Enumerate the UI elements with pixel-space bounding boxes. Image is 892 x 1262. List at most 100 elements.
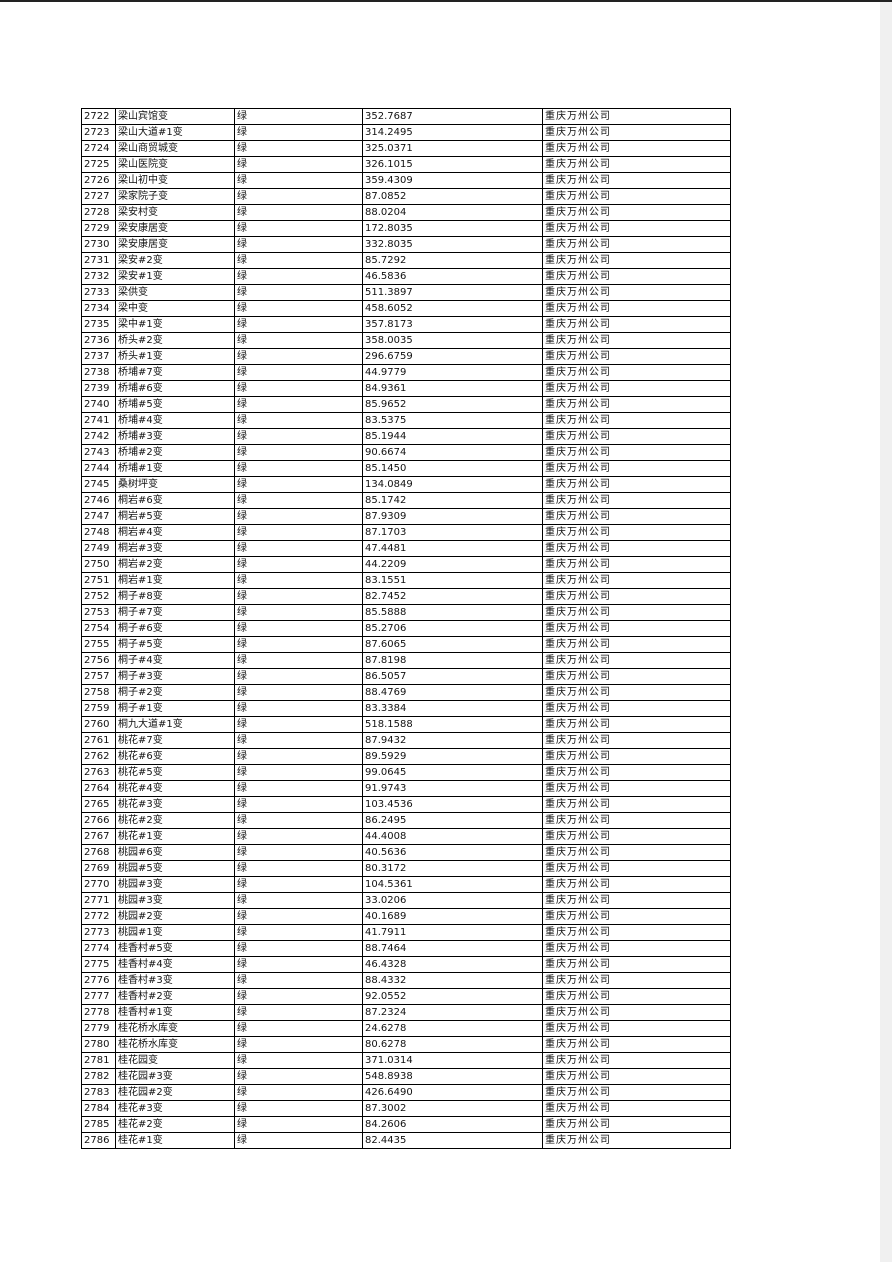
value-cell: 371.0314 [362, 1052, 543, 1069]
status-cell: 绿 [234, 572, 363, 589]
company-cell: 重庆万州公司 [542, 524, 731, 541]
company-cell: 重庆万州公司 [542, 748, 731, 765]
page-top-border [0, 0, 892, 2]
row-number-cell: 2731 [81, 252, 116, 269]
status-cell: 绿 [234, 1004, 363, 1021]
substation-name-cell: 桐子#2变 [115, 684, 235, 701]
substation-name-cell: 桂花园变 [115, 1052, 235, 1069]
substation-name-cell: 桂花#1变 [115, 1132, 235, 1149]
company-cell: 重庆万州公司 [542, 348, 731, 365]
company-cell: 重庆万州公司 [542, 588, 731, 605]
status-cell: 绿 [234, 956, 363, 973]
row-number-cell: 2782 [81, 1068, 116, 1085]
substation-name-cell: 桂花桥水库变 [115, 1020, 235, 1037]
table-row: 2767 桃花#1变绿 44.4008 重庆万州公司 [81, 828, 731, 845]
substation-name-cell: 梁中#1变 [115, 316, 235, 333]
status-cell: 绿 [234, 252, 363, 269]
substation-name-cell: 桐九大道#1变 [115, 716, 235, 733]
company-cell: 重庆万州公司 [542, 876, 731, 893]
value-cell: 357.8173 [362, 316, 543, 333]
table-row: 2781 桂花园变绿 371.0314 重庆万州公司 [81, 1052, 731, 1069]
substation-name-cell: 桥埔#4变 [115, 412, 235, 429]
value-cell: 518.1588 [362, 716, 543, 733]
value-cell: 44.4008 [362, 828, 543, 845]
value-cell: 86.2495 [362, 812, 543, 829]
status-cell: 绿 [234, 332, 363, 349]
row-number-cell: 2778 [81, 1004, 116, 1021]
table-row: 2782 桂花园#3变绿 548.8938 重庆万州公司 [81, 1068, 731, 1085]
substation-name-cell: 桑树坪变 [115, 476, 235, 493]
value-cell: 83.1551 [362, 572, 543, 589]
row-number-cell: 2763 [81, 764, 116, 781]
table-row: 2751 桐岩#1变绿 83.1551 重庆万州公司 [81, 572, 731, 589]
substation-name-cell: 桃园#3变 [115, 892, 235, 909]
value-cell: 88.0204 [362, 204, 543, 221]
status-cell: 绿 [234, 556, 363, 573]
company-cell: 重庆万州公司 [542, 508, 731, 525]
table-row: 2754 桐子#6变绿 85.2706 重庆万州公司 [81, 620, 731, 637]
status-cell: 绿 [234, 316, 363, 333]
row-number-cell: 2733 [81, 284, 116, 301]
value-cell: 99.0645 [362, 764, 543, 781]
table-row: 2774 桂香村#5变绿 88.7464 重庆万州公司 [81, 940, 731, 957]
table-row: 2779 桂花桥水库变绿 24.6278 重庆万州公司 [81, 1020, 731, 1037]
value-cell: 548.8938 [362, 1068, 543, 1085]
company-cell: 重庆万州公司 [542, 252, 731, 269]
substation-name-cell: 梁中变 [115, 300, 235, 317]
substation-name-cell: 梁供变 [115, 284, 235, 301]
company-cell: 重庆万州公司 [542, 380, 731, 397]
table-row: 2752 桐子#8变绿 82.7452 重庆万州公司 [81, 588, 731, 605]
substation-name-cell: 桂花#3变 [115, 1100, 235, 1117]
table-row: 2755 桐子#5变绿 87.6065 重庆万州公司 [81, 636, 731, 653]
company-cell: 重庆万州公司 [542, 460, 731, 477]
row-number-cell: 2765 [81, 796, 116, 813]
row-number-cell: 2749 [81, 540, 116, 557]
table-row: 2744 桥埔#1变绿 85.1450 重庆万州公司 [81, 460, 731, 477]
company-cell: 重庆万州公司 [542, 924, 731, 941]
substation-name-cell: 桐岩#1变 [115, 572, 235, 589]
company-cell: 重庆万州公司 [542, 780, 731, 797]
value-cell: 46.5836 [362, 268, 543, 285]
substation-name-cell: 桃花#5变 [115, 764, 235, 781]
row-number-cell: 2770 [81, 876, 116, 893]
company-cell: 重庆万州公司 [542, 188, 731, 205]
substation-name-cell: 桃花#1变 [115, 828, 235, 845]
row-number-cell: 2773 [81, 924, 116, 941]
company-cell: 重庆万州公司 [542, 236, 731, 253]
table-row: 2763 桃花#5变绿 99.0645 重庆万州公司 [81, 764, 731, 781]
company-cell: 重庆万州公司 [542, 172, 731, 189]
row-number-cell: 2766 [81, 812, 116, 829]
row-number-cell: 2762 [81, 748, 116, 765]
value-cell: 325.0371 [362, 140, 543, 157]
value-cell: 92.0552 [362, 988, 543, 1005]
table-row: 2741 桥埔#4变绿 83.5375 重庆万州公司 [81, 412, 731, 429]
company-cell: 重庆万州公司 [542, 332, 731, 349]
row-number-cell: 2723 [81, 124, 116, 141]
substation-name-cell: 桐岩#4变 [115, 524, 235, 541]
row-number-cell: 2772 [81, 908, 116, 925]
status-cell: 绿 [234, 636, 363, 653]
value-cell: 103.4536 [362, 796, 543, 813]
company-cell: 重庆万州公司 [542, 812, 731, 829]
substation-name-cell: 桂香村#3变 [115, 972, 235, 989]
value-cell: 82.7452 [362, 588, 543, 605]
company-cell: 重庆万州公司 [542, 1068, 731, 1085]
value-cell: 82.4435 [362, 1132, 543, 1149]
table-row: 2746 桐岩#6变绿 85.1742 重庆万州公司 [81, 492, 731, 509]
value-cell: 44.2209 [362, 556, 543, 573]
company-cell: 重庆万州公司 [542, 620, 731, 637]
table-row: 2756 桐子#4变绿 87.8198 重庆万州公司 [81, 652, 731, 669]
row-number-cell: 2738 [81, 364, 116, 381]
row-number-cell: 2724 [81, 140, 116, 157]
status-cell: 绿 [234, 476, 363, 493]
substation-name-cell: 桂香村#2变 [115, 988, 235, 1005]
company-cell: 重庆万州公司 [542, 1036, 731, 1053]
table-row: 2740 桥埔#5变绿 85.9652 重庆万州公司 [81, 396, 731, 413]
status-cell: 绿 [234, 700, 363, 717]
table-row: 2742 桥埔#3变绿 85.1944 重庆万州公司 [81, 428, 731, 445]
substation-name-cell: 桐子#5变 [115, 636, 235, 653]
status-cell: 绿 [234, 300, 363, 317]
company-cell: 重庆万州公司 [542, 940, 731, 957]
row-number-cell: 2747 [81, 508, 116, 525]
substation-name-cell: 桂花#2变 [115, 1116, 235, 1133]
